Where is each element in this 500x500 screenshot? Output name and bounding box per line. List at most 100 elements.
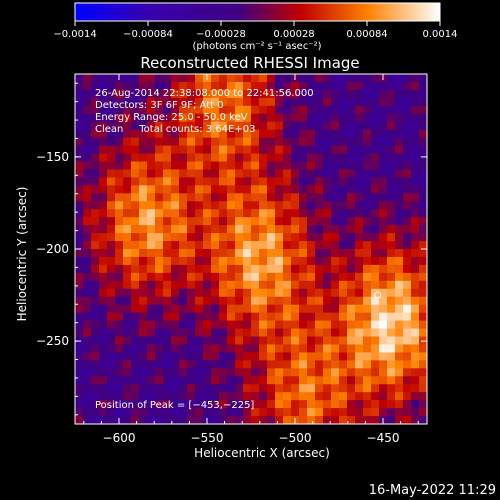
heatmap-cell [395, 288, 404, 298]
heatmap-cell [123, 121, 132, 131]
heatmap-cell [171, 344, 180, 353]
heatmap-cell [411, 217, 420, 226]
heatmap-cell [307, 225, 316, 234]
heatmap-cell [155, 249, 164, 258]
heatmap-cell [355, 105, 364, 115]
heatmap-cell [419, 376, 428, 385]
heatmap-cell [83, 241, 92, 250]
heatmap-cell [379, 288, 388, 298]
heatmap-cell [307, 193, 316, 202]
heatmap-cell [83, 376, 92, 385]
heatmap-cell [307, 89, 316, 99]
heatmap-cell [307, 384, 316, 393]
heatmap-cell [235, 105, 244, 115]
heatmap-cell [363, 81, 372, 91]
heatmap-cell [275, 177, 284, 186]
heatmap-cell [243, 256, 252, 266]
heatmap-cell [307, 400, 316, 409]
heatmap-cell [283, 400, 292, 409]
heatmap-cell [227, 177, 236, 186]
heatmap-cell [115, 105, 124, 115]
heatmap-cell [75, 288, 84, 298]
heatmap-cell [123, 416, 132, 425]
heatmap-cell [331, 233, 340, 242]
heatmap-cell [75, 97, 84, 107]
heatmap-cell [235, 129, 244, 139]
heatmap-cell [171, 408, 180, 417]
heatmap-cell [155, 296, 164, 306]
heatmap-cell [323, 74, 332, 83]
heatmap-cell [163, 241, 172, 250]
heatmap-cell [147, 384, 156, 393]
heatmap-cell [131, 384, 140, 393]
heatmap-cell [371, 193, 380, 202]
heatmap-cell [139, 416, 148, 425]
heatmap-cell [115, 185, 124, 194]
heatmap-cell [75, 113, 84, 123]
heatmap-cell [371, 296, 380, 306]
heatmap-cell [195, 264, 204, 274]
heatmap-cell [371, 105, 380, 115]
heatmap-cell [355, 384, 364, 393]
heatmap-cell [371, 400, 380, 409]
heatmap-cell [155, 241, 164, 250]
heatmap-cell [363, 185, 372, 194]
heatmap-cell [283, 74, 292, 83]
heatmap-cell [411, 392, 420, 401]
heatmap-cell [227, 74, 236, 83]
heatmap-cell [75, 264, 84, 274]
heatmap-cell [339, 368, 348, 377]
heatmap-cell [259, 74, 268, 83]
heatmap-cell [219, 74, 228, 83]
heatmap-cell [99, 81, 108, 91]
heatmap-cell [75, 249, 84, 258]
heatmap-cell [123, 400, 132, 409]
heatmap-cell [123, 113, 132, 123]
heatmap-cell [411, 296, 420, 306]
heatmap-cell [131, 392, 140, 401]
heatmap-cell [339, 384, 348, 393]
heatmap-cell [163, 256, 172, 266]
heatmap-cell [243, 81, 252, 91]
heatmap-cell [315, 312, 324, 322]
heatmap-cell [291, 304, 300, 314]
heatmap-cell [347, 264, 356, 274]
heatmap-cell [139, 153, 148, 162]
heatmap-cell [75, 153, 84, 162]
heatmap-cell [299, 320, 308, 330]
heatmap-cell [291, 249, 300, 258]
heatmap-cell [411, 145, 420, 155]
heatmap-cell [227, 249, 236, 258]
heatmap-cell [107, 193, 116, 202]
heatmap-cell [139, 89, 148, 99]
heatmap-cell [267, 169, 276, 178]
heatmap-cell [131, 113, 140, 123]
heatmap-cell [195, 336, 204, 345]
heatmap-cell [275, 272, 284, 282]
heatmap-cell [83, 304, 92, 314]
heatmap-cell [147, 264, 156, 274]
heatmap-cell [203, 185, 212, 194]
heatmap-cell [147, 145, 156, 155]
heatmap-cell [139, 376, 148, 385]
heatmap-cell [395, 376, 404, 385]
heatmap-cell [195, 113, 204, 123]
heatmap-cell [403, 169, 412, 178]
heatmap-cell [387, 392, 396, 401]
heatmap-cell [187, 368, 196, 377]
heatmap-cell [283, 280, 292, 290]
heatmap-cell [275, 209, 284, 218]
heatmap-cell [387, 105, 396, 115]
heatmap-cell [339, 408, 348, 417]
heatmap-cell [299, 360, 308, 369]
heatmap-cell [259, 145, 268, 155]
heatmap-cell [419, 153, 428, 162]
heatmap-cell [347, 400, 356, 409]
heatmap-cell [267, 280, 276, 290]
heatmap-cell [323, 145, 332, 155]
heatmap-cell [139, 384, 148, 393]
heatmap-cell [91, 89, 100, 99]
heatmap-cell [363, 296, 372, 306]
heatmap-cell [267, 137, 276, 147]
heatmap-cell [147, 201, 156, 210]
